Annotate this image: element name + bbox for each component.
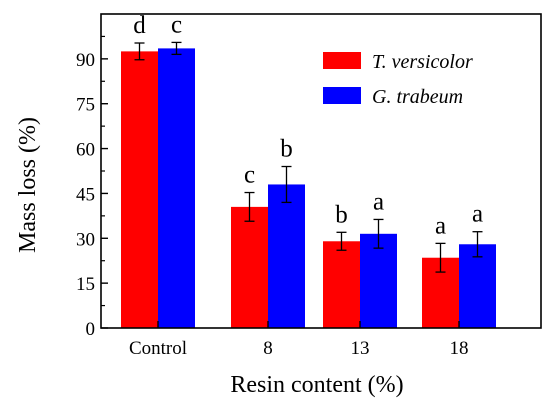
significance-letter-series-1-cat-3: a bbox=[472, 201, 483, 228]
y-tick-label-0: 0 bbox=[86, 319, 96, 340]
x-tick-label-2: 13 bbox=[351, 338, 370, 359]
x-axis-title: Resin content (%) bbox=[230, 372, 403, 398]
y-tick-label-2: 30 bbox=[76, 229, 95, 250]
legend-swatch-g-trabeum bbox=[323, 87, 361, 104]
significance-letter-series-0-cat-1: c bbox=[244, 162, 255, 189]
y-tick-label-4: 60 bbox=[76, 140, 95, 161]
bars-layer bbox=[121, 48, 496, 329]
significance-letter-series-0-cat-3: a bbox=[435, 212, 446, 239]
error-bars-layer bbox=[134, 41, 483, 273]
bar-series-1-cat-3 bbox=[459, 244, 496, 328]
bar-series-1-cat-2 bbox=[360, 233, 397, 328]
x-tick-label-1: 8 bbox=[263, 338, 273, 359]
x-tick-label-3: 18 bbox=[450, 338, 469, 359]
legend-swatch-t-versicolor bbox=[323, 52, 361, 69]
significance-letter-series-0-cat-0: d bbox=[133, 12, 146, 39]
bar-series-0-cat-0 bbox=[121, 51, 158, 328]
significance-letter-series-1-cat-2: a bbox=[373, 188, 384, 215]
significance-letter-series-0-cat-2: b bbox=[335, 201, 348, 228]
y-tick-label-6: 90 bbox=[76, 50, 95, 71]
bar-series-1-cat-0 bbox=[158, 48, 195, 329]
axes-layer: 0 15 30 45 60 75 90 Control 8 13 18 bbox=[76, 13, 542, 359]
significance-letter-series-1-cat-0: c bbox=[171, 11, 182, 38]
legend: T. versicolor G. trabeum bbox=[323, 51, 473, 108]
y-axis-title: Mass loss (%) bbox=[15, 117, 41, 253]
bar-series-0-cat-1 bbox=[231, 206, 268, 328]
y-tick-label-5: 75 bbox=[76, 95, 95, 116]
bar-series-0-cat-2 bbox=[323, 241, 360, 328]
legend-label-g-trabeum: G. trabeum bbox=[372, 86, 463, 108]
legend-label-t-versicolor: T. versicolor bbox=[372, 51, 473, 73]
y-tick-label-3: 45 bbox=[76, 184, 95, 205]
y-tick-label-1: 15 bbox=[76, 274, 95, 295]
x-tick-label-0: Control bbox=[129, 338, 187, 359]
significance-letter-series-1-cat-1: b bbox=[280, 136, 293, 163]
bar-series-1-cat-1 bbox=[268, 184, 305, 328]
